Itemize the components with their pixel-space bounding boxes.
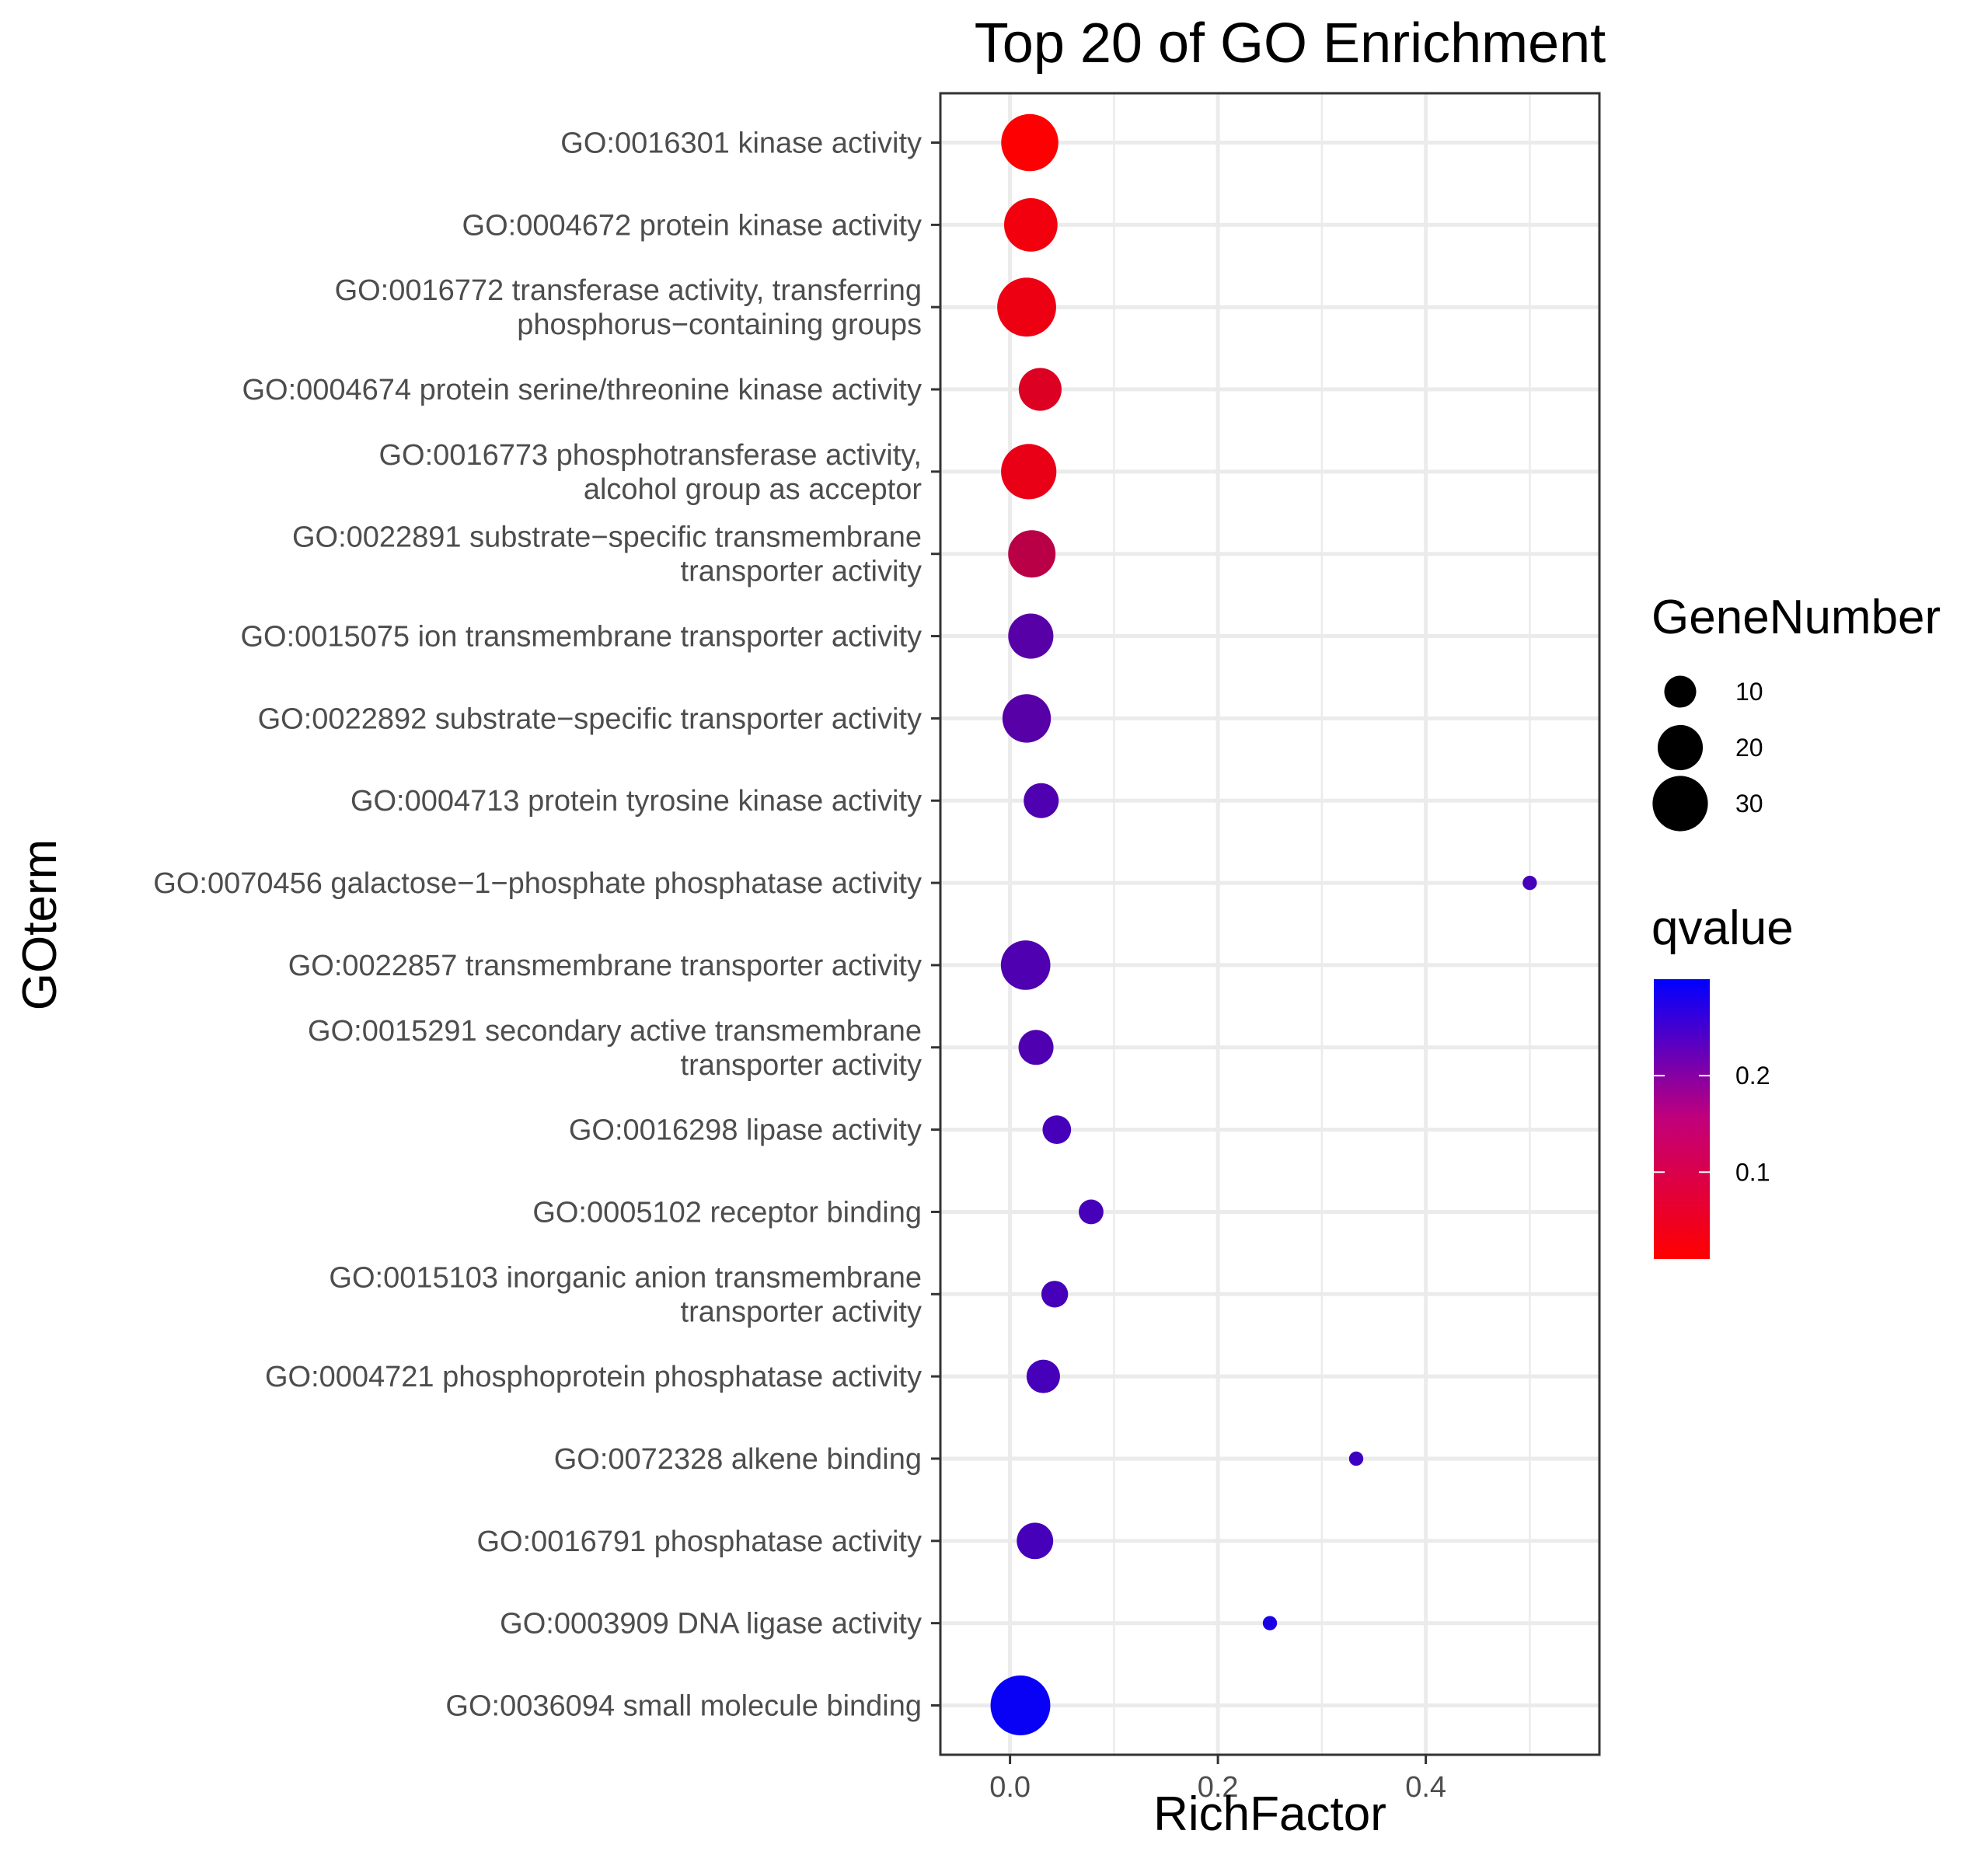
data-point — [1041, 1281, 1069, 1308]
color-legend-label: 0.2 — [1735, 1062, 1770, 1090]
size-legend-key — [1652, 776, 1708, 832]
size-legend-label: 30 — [1735, 790, 1763, 818]
data-point — [1348, 1451, 1364, 1466]
data-point — [1262, 1616, 1278, 1630]
x-tick-label: 0.2 — [1198, 1771, 1239, 1804]
y-tick-label: GO:0016791 phosphatase activity — [477, 1526, 923, 1558]
color-legend-title: qvalue — [1651, 901, 1794, 955]
color-legend-label: 0.1 — [1735, 1158, 1770, 1186]
y-tick-label: GO:0070456 galactose−1−phosphate phospha… — [153, 867, 922, 900]
y-tick-label: GO:0072328 alkene binding — [554, 1443, 922, 1476]
y-tick-label: GO:0003909 DNA ligase activity — [500, 1608, 922, 1641]
x-axis-title: RichFactor — [1153, 1787, 1386, 1841]
x-tick-label: 0.0 — [989, 1771, 1031, 1804]
y-tick-label: GO:0022891 substrate−specific transmembr… — [292, 521, 922, 588]
data-point — [1001, 113, 1059, 172]
data-point — [1000, 940, 1051, 990]
y-tick-label: GO:0015103 inorganic anion transmembrane… — [329, 1261, 922, 1328]
data-point — [1079, 1199, 1104, 1225]
y-tick-label: GO:0015291 secondary active transmembran… — [308, 1015, 922, 1082]
y-tick-label: GO:0016301 kinase activity — [560, 127, 922, 160]
data-point — [1008, 613, 1054, 659]
data-point — [990, 1675, 1051, 1735]
y-tick-label: GO:0004672 protein kinase activity — [462, 209, 922, 242]
x-tick-label: 0.4 — [1405, 1771, 1446, 1804]
data-point — [997, 277, 1056, 337]
size-legend-title: GeneNumber — [1651, 591, 1941, 644]
data-point — [1002, 694, 1052, 743]
data-point — [1026, 1359, 1060, 1393]
data-point — [1024, 783, 1059, 818]
y-tick-label: GO:0005102 receptor binding — [532, 1196, 922, 1229]
y-axis-title: GOterm — [13, 839, 67, 1010]
y-tick-label: GO:0004674 protein serine/threonine kina… — [242, 374, 922, 406]
y-tick-label: GO:0016298 lipase activity — [569, 1114, 922, 1147]
y-tick-label: GO:0004713 protein tyrosine kinase activ… — [351, 785, 922, 818]
data-point — [1003, 197, 1058, 252]
data-point — [1018, 1030, 1054, 1065]
y-tick-label: GO:0016772 transferase activity, transfe… — [335, 274, 922, 341]
data-point — [1008, 530, 1056, 578]
panel-border — [939, 92, 1601, 1756]
data-point — [1042, 1115, 1072, 1144]
size-legend-label: 20 — [1735, 734, 1763, 762]
data-point — [1001, 444, 1057, 500]
y-tick-label: GO:0022857 transmembrane transporter act… — [288, 950, 922, 982]
color-legend-bar — [1654, 979, 1710, 1259]
y-tick-label: GO:0004721 phosphoprotein phosphatase ac… — [265, 1361, 922, 1393]
y-tick-label: GO:0036094 small molecule binding — [445, 1689, 922, 1722]
size-legend-label: 10 — [1735, 678, 1763, 706]
y-tick-label: GO:0016773 phosphotransferase activity, a… — [379, 439, 923, 506]
chart-title: Top 20 of GO Enrichment — [975, 12, 1606, 75]
y-tick-label: GO:0022892 substrate−specific transporte… — [258, 703, 922, 735]
data-point — [1017, 1522, 1054, 1560]
data-point — [1522, 875, 1537, 891]
size-legend-key — [1664, 675, 1697, 708]
y-tick-label: GO:0015075 ion transmembrane transporter… — [240, 621, 922, 654]
data-point — [1018, 368, 1062, 411]
size-legend-key — [1657, 724, 1704, 771]
